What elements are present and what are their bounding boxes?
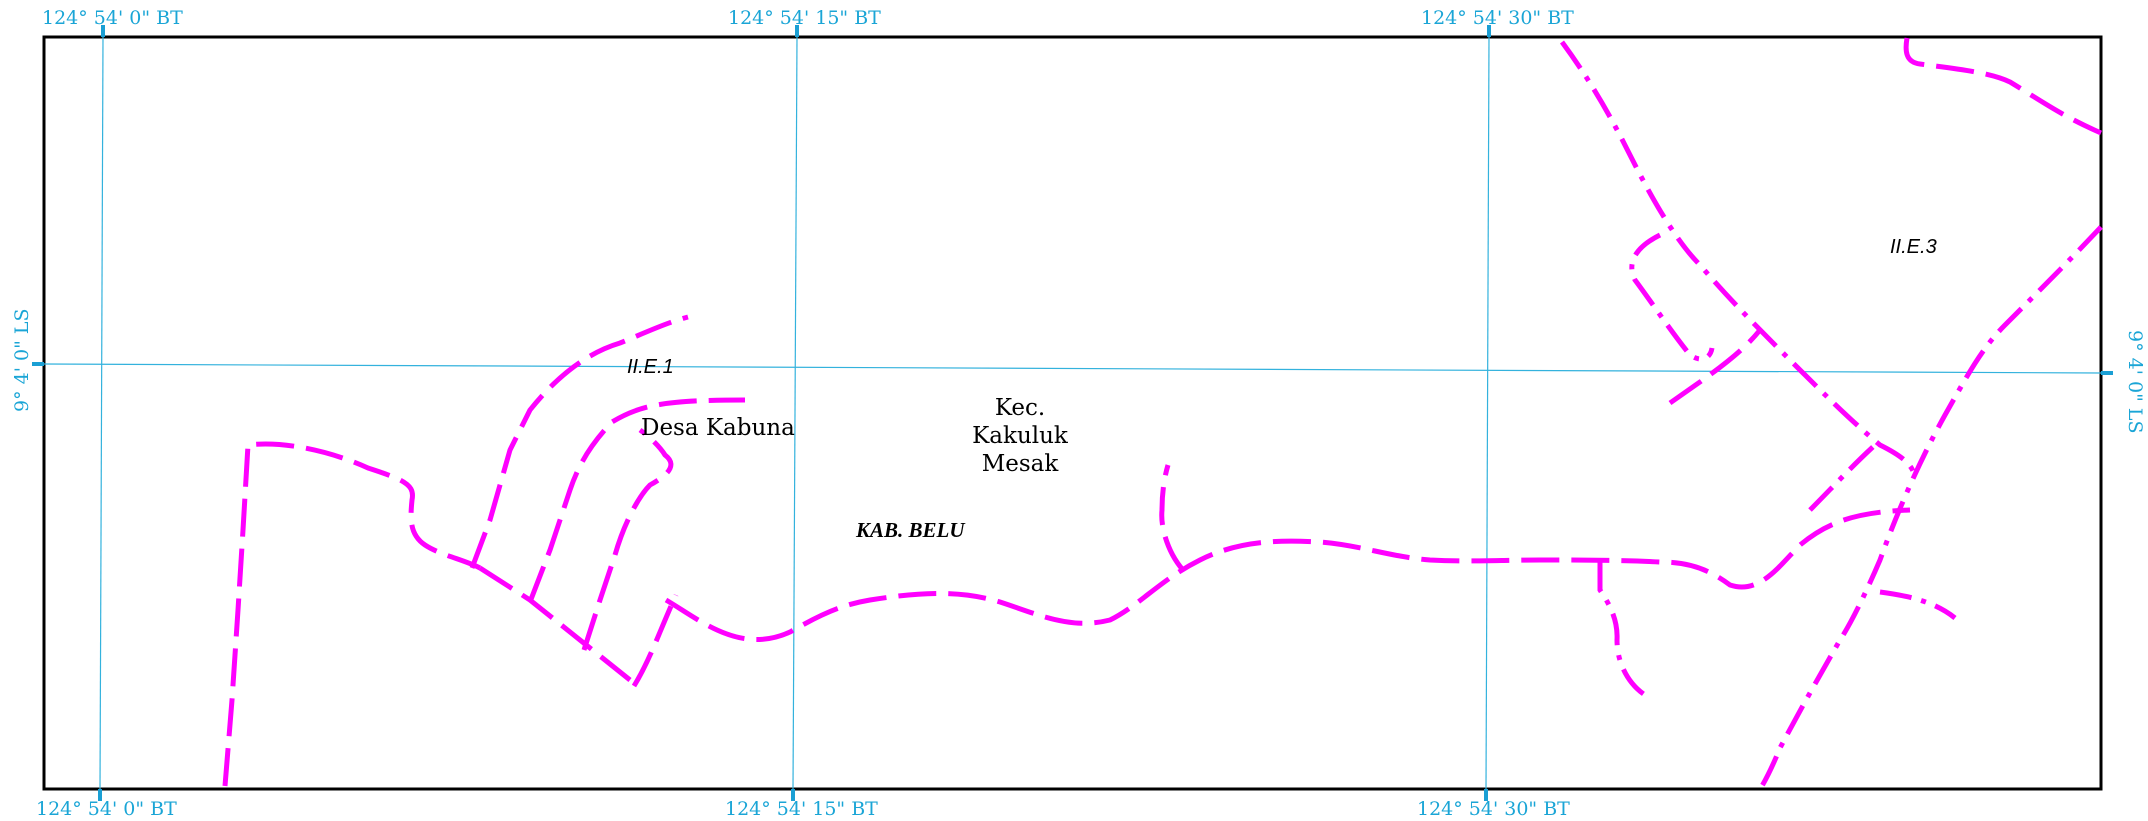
lon-label-bottom-1: 124° 54' 0" BT [36,798,177,820]
lon-label-top-2: 124° 54' 15" BT [728,7,881,29]
road-main [664,507,1911,643]
road-branch-2 [527,397,746,603]
coordinate-labels: 124° 54' 0" BT 124° 54' 15" BT 124° 54' … [11,7,2146,820]
road-east-diagonal [1759,225,2103,788]
sheet-label-ii-e-3: II.E.3 [1890,236,1937,258]
lat-label-left: 9° 4' 0" LS [11,309,33,412]
regency-label: KAB. BELU [855,518,966,542]
road-network [222,37,2103,788]
grid-line-lon-30 [1485,36,1490,790]
lon-label-bottom-3: 124° 54' 30" BT [1417,798,1570,820]
grid-line-lon-0 [99,36,104,790]
road-north-spur [1159,464,1185,572]
lon-label-top-1: 124° 54' 0" BT [42,7,183,29]
road-east-spur [1597,560,1647,698]
lat-label-right: 9° 4' 0" LS [2124,330,2146,433]
road-east-inner [1808,443,1877,512]
graticule-ticks [32,25,2113,801]
grid-line-lat-4 [43,363,2102,374]
district-label-line3: Mesak [982,451,1060,477]
district-label-line1: Kec. [995,395,1045,421]
road-northeast-a [1559,40,1918,481]
road-east-tail [1879,589,1957,620]
road-east-loop [1629,232,1715,362]
road-branch-3 [581,427,674,651]
village-label: Desa Kabuna [641,415,795,441]
grid-line-lon-15 [792,36,798,790]
graticule [43,36,2102,790]
road-east-connector [1668,328,1762,406]
road-branch-4 [631,593,679,688]
lon-label-bottom-2: 124° 54' 15" BT [725,798,878,820]
road-northeast-b [1903,37,2103,136]
road-branch-1 [469,314,689,569]
road-west-diagonal [478,565,632,682]
district-label-line2: Kakuluk [972,423,1069,449]
lon-label-top-3: 124° 54' 30" BT [1421,7,1574,29]
sheet-label-ii-e-1: II.E.1 [627,356,674,378]
road-west-vertical [222,441,482,787]
map-frame [42,35,2103,791]
